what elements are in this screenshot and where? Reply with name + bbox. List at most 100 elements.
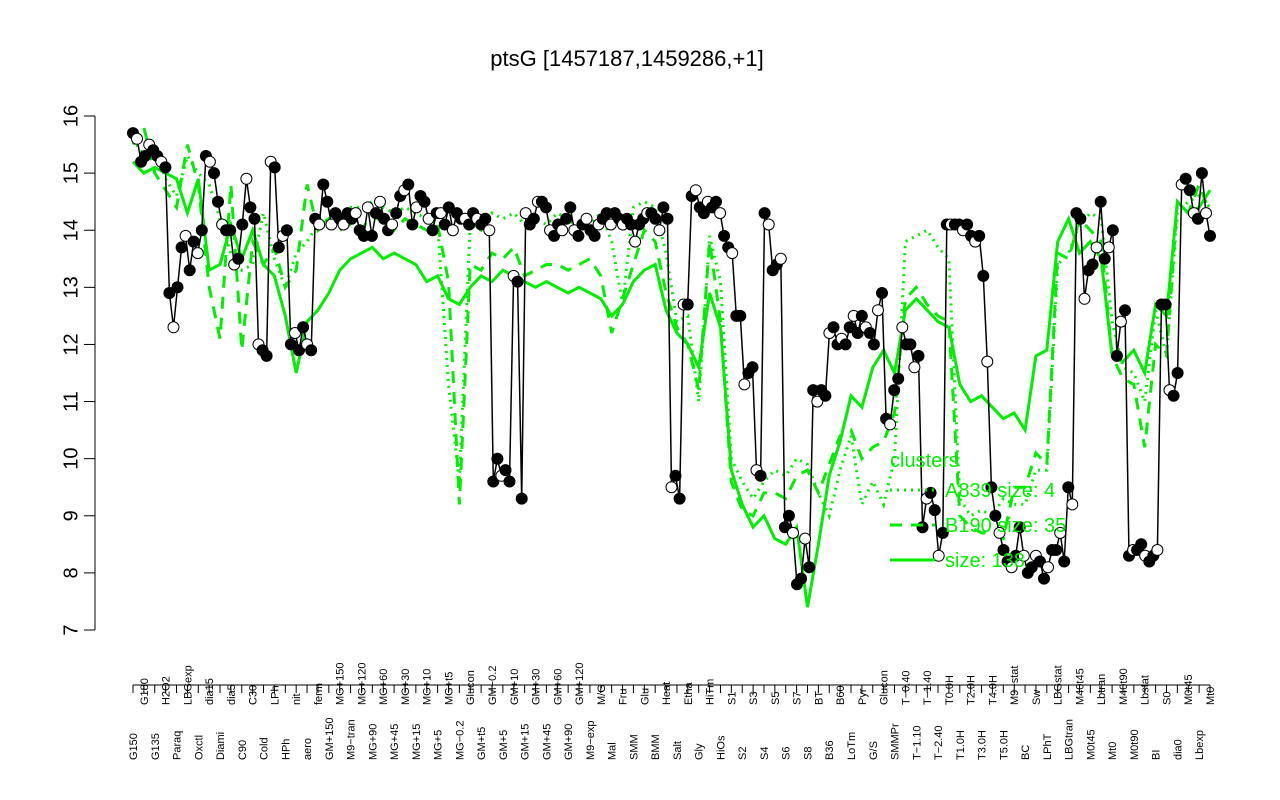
x-tick-label: MG−0.2 (454, 721, 466, 760)
data-point (503, 475, 516, 488)
x-tick-label: M0t45 (1183, 674, 1195, 705)
x-tick-label: LBGstat (1053, 665, 1065, 705)
data-point (232, 252, 245, 265)
data-point (665, 481, 678, 494)
data-point (361, 201, 374, 214)
x-tick-label: T0.0H (944, 675, 956, 705)
x-tick-label: M/G (596, 684, 608, 705)
x-tick-label: C30 (248, 685, 260, 705)
y-tick-label: 8 (60, 567, 82, 578)
data-point (888, 384, 901, 397)
y-axis: 7 8 9 10 11 12 13 14 15 16 (60, 105, 96, 636)
x-tick-label: T−1.10 (911, 725, 923, 760)
x-tick-label: Glucon (465, 670, 477, 705)
x-tick-label: BT (813, 691, 825, 705)
x-tick-label: Gly (694, 743, 706, 760)
x-tick-label: Mt0 (1107, 742, 1119, 760)
data-point (669, 469, 682, 482)
x-tick-label: T4.0H (987, 675, 999, 705)
x-tick-label: M9−exp (585, 721, 597, 760)
x-tick-label: T−0.40 (900, 670, 912, 705)
x-tick-label: GM+90 (563, 724, 575, 760)
data-point (912, 349, 925, 362)
data-point (268, 161, 281, 174)
data-point (422, 212, 435, 225)
data-point (515, 492, 528, 505)
x-tick-label: HiOs (715, 735, 727, 760)
x-tick-label: B36 (824, 740, 836, 760)
data-point (1013, 521, 1026, 534)
x-tick-label: GM+30 (531, 669, 543, 705)
data-point (803, 561, 816, 574)
x-tick-label: Etha (683, 681, 695, 705)
data-point (863, 327, 876, 339)
data-point (1005, 561, 1018, 574)
x-tick-label: nit (291, 693, 303, 705)
data-point (483, 224, 496, 237)
data-point (580, 212, 593, 225)
data-point (653, 224, 666, 237)
data-point (1017, 549, 1030, 562)
x-tick-label: LoTm (846, 732, 858, 760)
x-tick-label: T5.0H (998, 730, 1010, 760)
y-tick-label: 12 (60, 333, 82, 355)
data-point (313, 218, 326, 231)
data-point (1191, 212, 1204, 225)
x-tick-label: dia5 (226, 684, 238, 705)
x-tick-label: LPhT (1042, 733, 1054, 760)
data-point (795, 572, 808, 585)
legend-title: clusters (890, 450, 959, 472)
data-point (604, 218, 617, 231)
data-point (851, 327, 864, 339)
data-point (442, 201, 455, 214)
data-point (479, 212, 492, 225)
x-tick-label: M9−stat (1009, 666, 1021, 705)
data-point (904, 338, 917, 351)
x-tick-label: GM+60 (552, 669, 564, 705)
data-point (1171, 367, 1184, 379)
data-point (661, 212, 674, 225)
data-point (754, 469, 767, 482)
data-point (1110, 349, 1123, 362)
data-point (272, 241, 285, 254)
x-tick-label: H2O2 (161, 676, 173, 705)
data-point (778, 521, 791, 534)
x-tick-label: MG+t5 (443, 672, 455, 705)
data-point (1159, 298, 1172, 311)
data-point (564, 201, 577, 214)
data-point (799, 532, 812, 545)
y-tick-label: 9 (60, 510, 82, 521)
data-point (827, 321, 840, 334)
x-tick-label: T−1.40 (922, 670, 934, 705)
data-point (936, 526, 949, 539)
x-tick-label: dia0 (1172, 739, 1184, 760)
data-point (892, 372, 905, 385)
data-point (410, 201, 423, 214)
x-tick-label: Fru (618, 689, 630, 706)
x-tick-label: S4 (759, 747, 771, 760)
data-point (434, 207, 447, 220)
data-point (896, 321, 909, 334)
data-point (1038, 572, 1050, 585)
data-point (406, 218, 419, 231)
data-point (782, 509, 795, 522)
x-tick-label: SMM (628, 734, 640, 760)
x-tick-label: GM+150 (324, 718, 336, 761)
x-tick-label: M0t45 (1085, 729, 1097, 760)
data-point (386, 218, 399, 231)
data-point (1106, 224, 1119, 237)
x-tick-label: S8 (802, 747, 814, 760)
x-tick-label: Heat (661, 682, 673, 705)
y-tick-label: 16 (60, 105, 82, 127)
x-tick-label: ferm (313, 683, 325, 705)
data-point (985, 481, 998, 494)
x-tick-label: S0 (1161, 692, 1173, 705)
chart-title: ptsG [1457187,1459286,+1] (490, 46, 763, 71)
data-point (426, 224, 439, 237)
data-point (746, 361, 759, 374)
data-point (1058, 555, 1071, 568)
x-tick-label: S2 (737, 747, 749, 760)
data-point (208, 167, 220, 180)
data-point (629, 235, 642, 248)
